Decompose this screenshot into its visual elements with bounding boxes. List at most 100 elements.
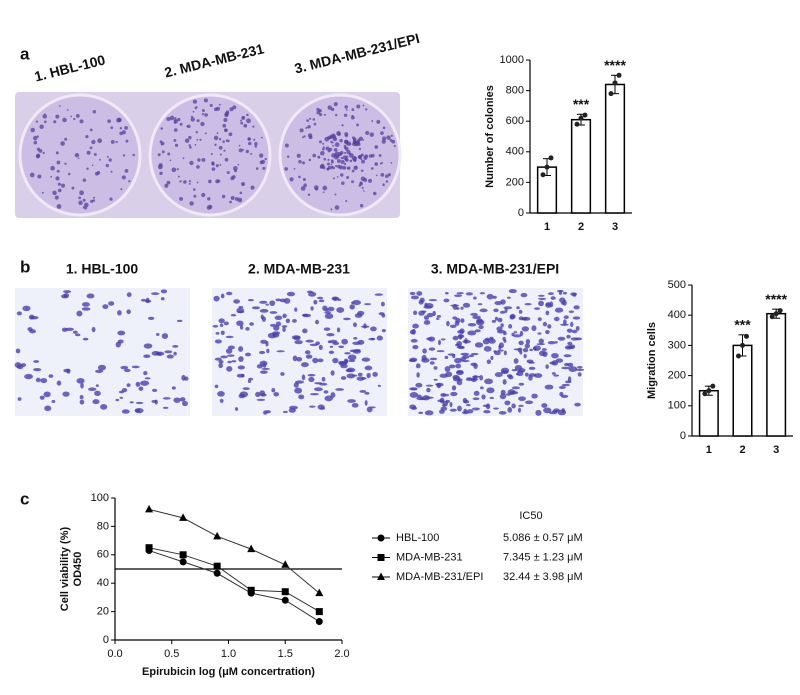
- cell: [471, 407, 480, 411]
- cell: [321, 376, 326, 382]
- cell: [313, 299, 318, 305]
- colony: [250, 185, 255, 190]
- cell: [545, 302, 552, 308]
- colony: [53, 120, 57, 124]
- colony: [312, 153, 317, 158]
- colony: [160, 143, 163, 146]
- cell: [422, 348, 427, 354]
- colony: [174, 117, 177, 120]
- colony: [196, 106, 198, 108]
- significance: ***: [734, 317, 751, 333]
- cell: [493, 407, 499, 410]
- cell: [489, 336, 494, 341]
- cell: [44, 405, 52, 412]
- colony: [55, 176, 60, 181]
- cell: [305, 354, 313, 359]
- cell: [547, 341, 556, 345]
- colony: [33, 140, 38, 145]
- cell: [129, 401, 134, 404]
- colony: [389, 138, 393, 142]
- cell: [550, 296, 556, 300]
- cell: [301, 374, 306, 381]
- cell: [28, 314, 35, 320]
- cell: [561, 366, 570, 370]
- cell: [357, 310, 365, 316]
- cell: [80, 382, 84, 389]
- y-axis-label: OD450: [72, 552, 84, 587]
- colony: [300, 186, 306, 191]
- cell: [218, 362, 223, 369]
- cell: [445, 399, 450, 403]
- cell: [456, 292, 464, 295]
- cell: [494, 316, 499, 321]
- cell: [302, 328, 308, 334]
- colony: [340, 160, 345, 165]
- colony: [254, 145, 258, 148]
- cell: [525, 400, 534, 405]
- cell: [309, 405, 316, 408]
- cell: [462, 410, 470, 415]
- cell: [156, 333, 160, 336]
- colony: [36, 147, 41, 151]
- replicate-point: [777, 308, 783, 314]
- colony: [339, 138, 343, 143]
- colony: [128, 180, 131, 183]
- colony: [75, 113, 80, 118]
- colony: [312, 118, 316, 121]
- cell: [225, 348, 233, 354]
- cell: [574, 402, 581, 407]
- cell: [176, 319, 183, 323]
- cell: [444, 292, 449, 295]
- colony: [302, 161, 306, 165]
- cell: [415, 363, 421, 369]
- cell: [27, 327, 33, 332]
- cell: [511, 403, 516, 409]
- colony: [196, 119, 200, 123]
- significance: ****: [765, 291, 787, 307]
- cell: [541, 403, 548, 408]
- image-label: 1. HBL-100: [33, 51, 107, 84]
- cell: [282, 313, 287, 319]
- colony: [50, 175, 53, 178]
- colony: [92, 199, 96, 202]
- cell: [102, 304, 109, 310]
- cell: [166, 354, 174, 359]
- colony: [74, 152, 80, 158]
- cell: [16, 311, 22, 316]
- colony: [337, 152, 342, 157]
- colony: [368, 178, 373, 183]
- colony: [349, 143, 352, 146]
- cell: [61, 327, 68, 332]
- colony: [360, 153, 364, 157]
- cell: [17, 397, 22, 401]
- cell: [273, 392, 280, 397]
- colony: [341, 181, 345, 185]
- cell: [538, 338, 544, 344]
- cell: [553, 374, 560, 377]
- colony: [334, 205, 340, 210]
- cell: [500, 323, 504, 328]
- replicate-point: [773, 311, 779, 317]
- colony: [213, 135, 219, 141]
- image-label: 3. MDA-MB-231/EPI: [431, 261, 559, 277]
- cell: [518, 382, 525, 386]
- colony: [169, 159, 172, 162]
- colony: [186, 124, 191, 129]
- cell: [330, 370, 335, 376]
- cell: [544, 384, 554, 390]
- colony: [239, 191, 243, 195]
- replicate-point: [702, 391, 708, 397]
- replicate-point: [548, 155, 554, 161]
- colony: [382, 183, 385, 186]
- cell: [298, 394, 305, 400]
- x-tick-label: 3: [612, 221, 618, 233]
- cell: [323, 327, 331, 331]
- cell: [233, 299, 240, 304]
- cell: [273, 325, 280, 331]
- colony: [110, 126, 114, 130]
- y-tick-label: 300: [668, 339, 686, 351]
- colony: [318, 109, 322, 113]
- cell: [518, 396, 526, 402]
- cell: [219, 398, 224, 403]
- colony: [303, 183, 307, 187]
